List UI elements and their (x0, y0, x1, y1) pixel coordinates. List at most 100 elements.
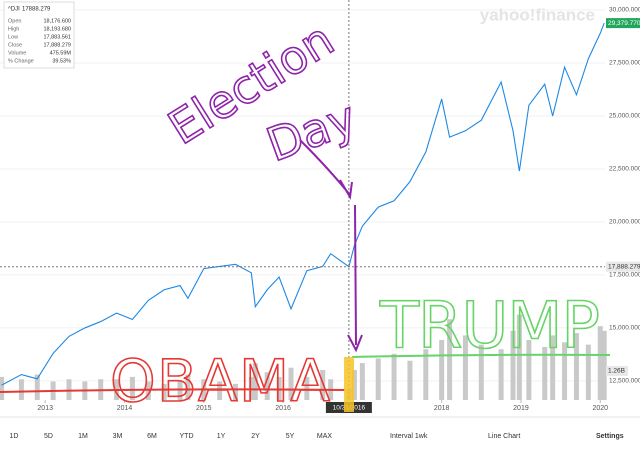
volume-bar (498, 349, 504, 400)
volume-bar (462, 335, 468, 400)
tooltip-key: % Change (8, 58, 34, 64)
tooltip-value: 17,883.561 (43, 34, 71, 40)
volume: 1.26B (0, 314, 628, 400)
volume-bar (516, 314, 522, 400)
y-tick-label: 30,000.000 (609, 7, 640, 14)
range-button[interactable]: 5Y (286, 433, 295, 440)
tooltip-key: High (8, 26, 19, 32)
tooltip-symbol: ^DJI (8, 7, 20, 13)
x-tick-label: 2013 (37, 405, 53, 412)
x-tick-label: 2015 (196, 405, 212, 412)
range-button[interactable]: 1M (78, 433, 88, 440)
volume-bar (145, 381, 151, 400)
volume-bar (288, 367, 294, 400)
range-button[interactable]: 2Y (251, 433, 260, 440)
grid: 12,500.000 15,000.000 17,500.000 20,000.000… (0, 7, 640, 412)
range-button[interactable]: YTD (180, 433, 194, 440)
volume-bar (359, 363, 365, 400)
volume-bar (510, 330, 516, 400)
y-tick-label: 27,500.000 (609, 60, 640, 67)
x-tick-label: 2016 (275, 405, 291, 412)
volume-bar (562, 342, 568, 400)
range-button[interactable]: 6M (147, 433, 157, 440)
volume-bar (129, 376, 135, 400)
tooltip-value: 475.59M (50, 50, 72, 56)
tooltip-key: Close (8, 42, 22, 48)
y-tick-label: 25,000.000 (609, 113, 640, 120)
annotation-arrow (299, 139, 363, 353)
volume-bar (478, 344, 484, 400)
range-button[interactable]: 1D (10, 433, 19, 440)
tooltip-key: Low (8, 34, 18, 40)
annotation-highlight (344, 357, 354, 412)
annotation-trump: TRUMP (379, 290, 600, 364)
watermark: yahoo!finance (480, 5, 595, 24)
last-price-label: 29,379.770 (608, 20, 640, 27)
annotation-line (351, 353, 611, 358)
chart-type-button[interactable]: Line Chart (488, 433, 520, 440)
volume-bar (304, 376, 310, 400)
tooltip-header: 17888.279 (22, 7, 51, 13)
volume-bar (252, 363, 258, 400)
volume-bar (34, 374, 40, 400)
volume-bar (601, 330, 607, 400)
volume-bar (585, 344, 591, 400)
volume-bar (550, 335, 556, 400)
volume-bar (185, 374, 191, 400)
volume-bar (0, 376, 5, 400)
range-button[interactable]: 1Y (217, 433, 226, 440)
tooltip: ^DJI 17888.279 Open 18,176.600 High 18,193.… (3, 1, 75, 69)
interval-button[interactable]: Interval 1wk (390, 433, 428, 440)
tooltip-value: 39.53% (52, 58, 71, 64)
tooltip-value: 18,176.600 (43, 18, 71, 24)
volume-bar (18, 379, 24, 400)
range-button[interactable]: MAX (317, 433, 333, 440)
volume-bar (161, 383, 167, 400)
annotation-line (0, 388, 346, 393)
volume-bar (320, 370, 326, 400)
tooltip-value: 18,193.680 (43, 26, 71, 32)
tooltip-value: 17,888.279 (43, 42, 71, 48)
volume-bar (526, 340, 532, 400)
y-tick-label: 12,500.000 (609, 378, 640, 385)
last-price-box (606, 18, 640, 29)
volume-bar (439, 340, 445, 400)
volume-label: 1.26B (608, 368, 625, 375)
volume-bar (264, 372, 270, 400)
x-tick-label: 2020 (592, 405, 608, 412)
volume-bar (66, 379, 72, 400)
range-button[interactable]: 5D (44, 433, 53, 440)
tooltip-key: Open (8, 18, 21, 24)
volume-bar (573, 333, 579, 400)
volume-bar (407, 360, 413, 400)
volume-bar (217, 381, 223, 400)
volume-bar (542, 346, 548, 400)
x-tick-label: 2019 (513, 405, 529, 412)
x-tick-label: 2018 (434, 405, 450, 412)
y-tick-label: 15,000.000 (609, 325, 640, 332)
volume-bar (375, 358, 381, 400)
volume-bar (391, 353, 397, 400)
toolbar: 1D 5D 1M 3M 6M YTD 1Y 2Y 5Y MAX Interval 1wk Line C… (10, 433, 624, 440)
volume-bar (597, 326, 603, 400)
volume-bar (177, 381, 183, 400)
range-button[interactable]: 3M (113, 433, 123, 440)
y-tick-label: 17,500.000 (609, 272, 640, 279)
x-tick-label: 2014 (117, 405, 133, 412)
price-line (1, 22, 605, 386)
y-tick-label: 22,500.000 (609, 166, 640, 173)
annotation-obama: OBAMA (110, 347, 330, 415)
settings-button[interactable]: Settings (596, 433, 624, 440)
volume-label-box (606, 365, 628, 376)
volume-bar (232, 383, 238, 400)
y-tick-label: 20,000.000 (609, 219, 640, 226)
volume-bar (423, 349, 429, 400)
volume-bar (447, 319, 453, 400)
tooltip-box (3, 1, 75, 69)
crosshair-y-box (606, 261, 640, 272)
volume-bar (351, 370, 357, 400)
